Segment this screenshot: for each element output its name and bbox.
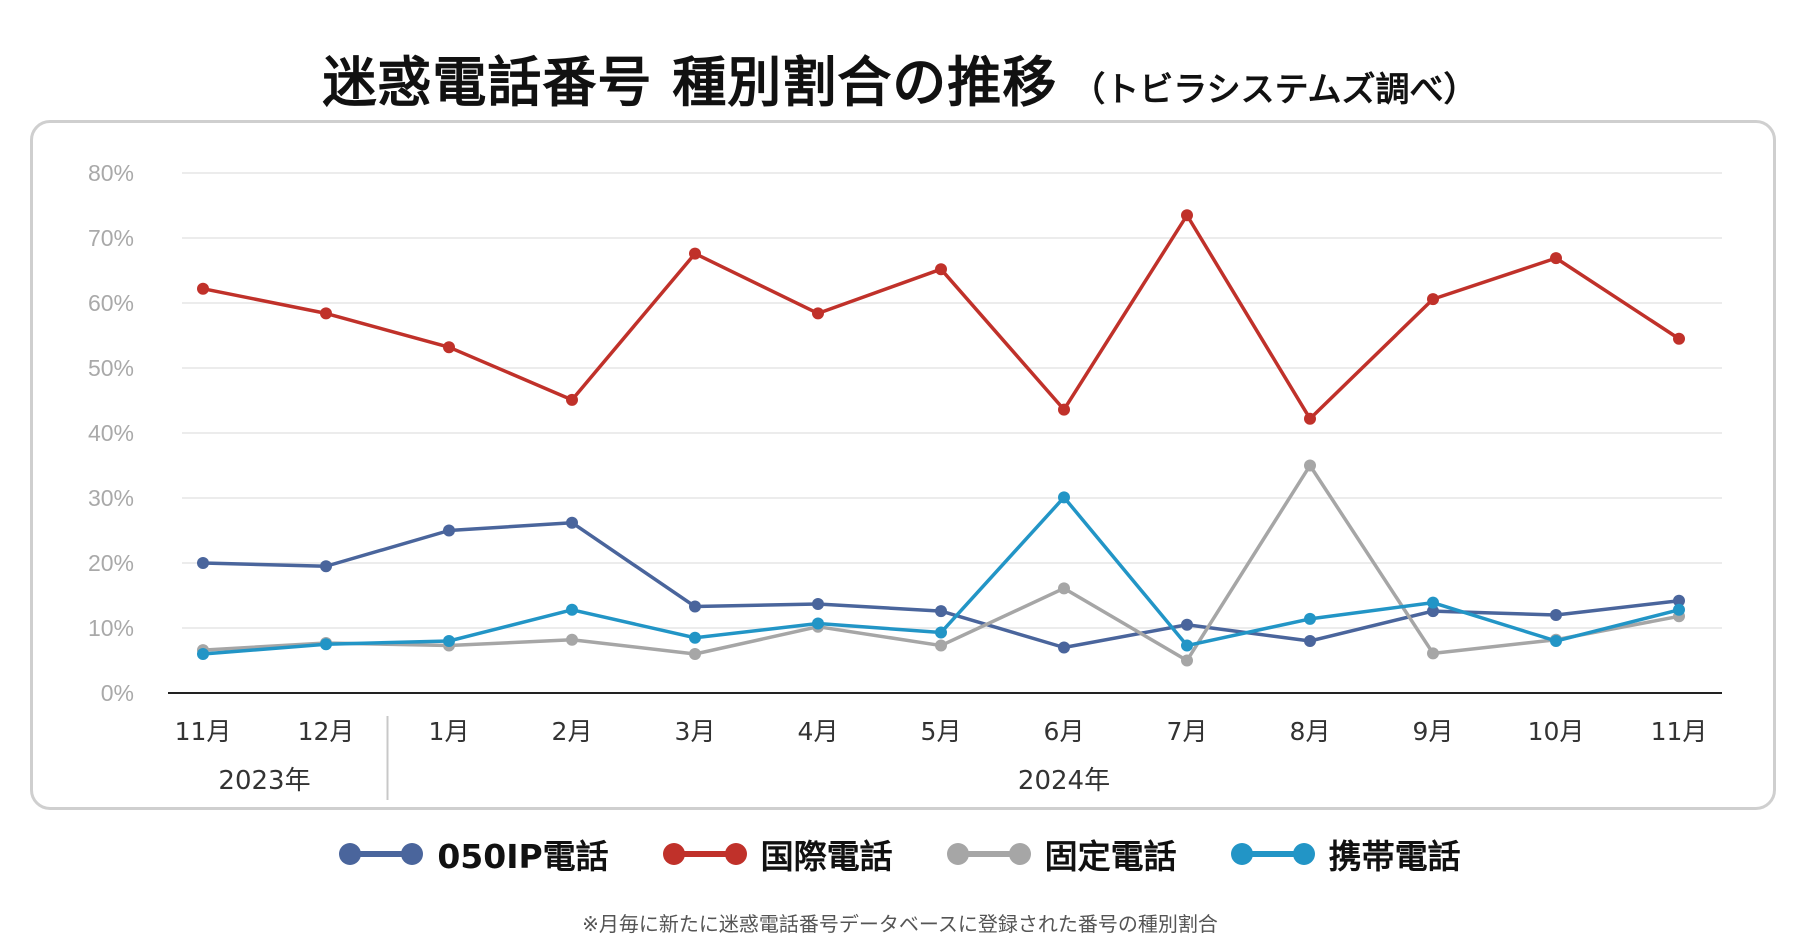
data-point-1-7 <box>1058 403 1070 416</box>
x-tick-label: 9月 <box>1413 717 1454 746</box>
chart-title-source: （トビラシステムズ調べ） <box>1071 70 1478 110</box>
data-point-1-3 <box>566 393 578 406</box>
data-point-1-6 <box>935 263 947 276</box>
legend-item: 050IP電話 <box>339 830 609 878</box>
y-tick-label: 10% <box>88 615 134 641</box>
data-point-3-9 <box>1304 612 1316 625</box>
data-point-3-4 <box>689 631 701 644</box>
data-point-3-7 <box>1058 491 1070 504</box>
data-point-3-5 <box>812 617 824 630</box>
legend-label: 国際電話 <box>760 837 893 876</box>
data-point-0-5 <box>812 597 824 610</box>
series-line-1 <box>201 213 1681 421</box>
year-label: 2023年 <box>218 766 310 796</box>
data-point-1-8 <box>1181 209 1193 222</box>
year-label: 2024年 <box>1018 766 1110 796</box>
x-tick-label: 3月 <box>675 717 716 746</box>
x-tick-label: 11月 <box>175 717 232 746</box>
data-point-1-5 <box>812 307 824 320</box>
data-point-0-11 <box>1550 609 1562 621</box>
legend-swatch <box>946 843 1031 865</box>
data-point-2-4 <box>689 648 701 660</box>
x-tick-label: 1月 <box>429 717 470 746</box>
data-point-0-8 <box>1181 618 1193 631</box>
data-point-3-12 <box>1673 603 1685 616</box>
x-tick-label: 7月 <box>1167 717 1208 746</box>
data-point-3-11 <box>1550 635 1562 647</box>
data-point-0-4 <box>689 600 701 613</box>
data-point-1-4 <box>689 247 701 260</box>
data-point-2-10 <box>1427 647 1439 660</box>
data-point-0-6 <box>935 605 947 618</box>
data-point-0-9 <box>1304 635 1316 647</box>
y-tick-label: 0% <box>101 680 134 706</box>
y-tick-label: 50% <box>88 355 134 381</box>
data-point-1-0 <box>197 282 209 295</box>
legend-swatch <box>339 843 424 865</box>
data-point-2-8 <box>1181 654 1193 667</box>
y-tick-label: 60% <box>88 290 134 316</box>
legend-item: 国際電話 <box>662 830 893 878</box>
data-point-2-9 <box>1304 459 1316 472</box>
data-point-1-12 <box>1673 332 1685 345</box>
x-tick-label: 5月 <box>921 717 962 746</box>
y-tick-label: 20% <box>88 550 134 576</box>
data-point-0-7 <box>1058 641 1070 654</box>
data-point-1-1 <box>320 307 332 320</box>
chart-title-main: 迷惑電話番号 種別割合の推移 <box>322 51 1058 114</box>
legend-item: 携帯電話 <box>1230 830 1461 878</box>
data-point-3-3 <box>566 603 578 616</box>
data-point-0-3 <box>566 516 578 529</box>
y-tick-label: 40% <box>88 420 134 446</box>
legend-label: 携帯電話 <box>1328 837 1461 876</box>
legend-swatch <box>1230 843 1315 865</box>
data-point-3-8 <box>1181 639 1193 652</box>
footnote: ※月毎に新たに迷惑電話番号データベースに登録された番号の種別割合 <box>582 912 1218 936</box>
chart-legend: 050IP電話 国際電話 固定電話 携帯電話 <box>0 830 1800 878</box>
data-point-3-1 <box>320 638 332 651</box>
data-point-2-3 <box>566 633 578 646</box>
data-point-0-1 <box>320 560 332 573</box>
data-point-1-10 <box>1427 293 1439 306</box>
legend-label: 固定電話 <box>1044 837 1177 876</box>
data-point-3-6 <box>935 626 947 639</box>
data-point-3-0 <box>197 648 209 660</box>
legend-label: 050IP電話 <box>437 837 609 876</box>
data-point-0-0 <box>197 557 209 569</box>
x-tick-label: 10月 <box>1528 717 1585 746</box>
legend-item: 固定電話 <box>946 830 1177 878</box>
x-tick-label: 4月 <box>798 717 839 746</box>
x-tick-label: 6月 <box>1044 717 1085 746</box>
chart-title: 迷惑電話番号 種別割合の推移 （トビラシステムズ調べ） <box>0 38 1800 117</box>
y-tick-label: 80% <box>88 160 134 186</box>
data-point-1-11 <box>1550 252 1562 265</box>
y-tick-label: 30% <box>88 485 134 511</box>
data-point-2-6 <box>935 639 947 652</box>
data-point-0-10 <box>1427 605 1439 618</box>
data-point-1-2 <box>443 341 455 354</box>
y-tick-label: 70% <box>88 225 134 251</box>
data-point-0-12 <box>1673 594 1685 607</box>
legend-swatch <box>662 843 747 865</box>
chart-frame <box>30 120 1776 810</box>
x-tick-label: 8月 <box>1290 717 1331 746</box>
data-point-2-7 <box>1058 582 1070 595</box>
data-point-3-10 <box>1427 596 1439 609</box>
data-point-0-2 <box>443 524 455 537</box>
x-tick-label: 2月 <box>552 717 593 746</box>
x-tick-label: 12月 <box>298 717 355 746</box>
data-point-3-2 <box>443 635 455 647</box>
data-point-1-9 <box>1304 412 1316 425</box>
x-tick-label: 11月 <box>1651 717 1708 746</box>
